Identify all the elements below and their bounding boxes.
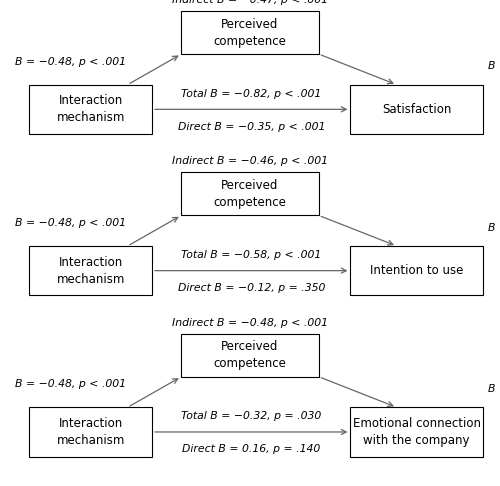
Text: Indirect B = −0.46, p < .001: Indirect B = −0.46, p < .001 <box>172 156 328 166</box>
Text: Satisfaction: Satisfaction <box>382 103 452 116</box>
Text: Interaction
mechanism: Interaction mechanism <box>56 417 125 447</box>
Text: Interaction
mechanism: Interaction mechanism <box>56 94 125 124</box>
Text: Perceived
competence: Perceived competence <box>214 17 286 48</box>
FancyBboxPatch shape <box>30 407 152 456</box>
Text: B = −0.48, p < .001: B = −0.48, p < .001 <box>15 380 126 389</box>
Text: Direct B = −0.35, p < .001: Direct B = −0.35, p < .001 <box>178 122 325 132</box>
Text: Direct B = −0.12, p = .350: Direct B = −0.12, p = .350 <box>178 283 325 293</box>
Text: Interaction
mechanism: Interaction mechanism <box>56 256 125 286</box>
Text: Total B = −0.32, p = .030: Total B = −0.32, p = .030 <box>181 411 322 421</box>
Text: Total B = −0.82, p < .001: Total B = −0.82, p < .001 <box>181 88 322 99</box>
FancyBboxPatch shape <box>182 334 318 377</box>
Text: B = 0.99, p < .001: B = 0.99, p < .001 <box>488 384 500 394</box>
Text: B = 1.02, p < .001: B = 1.02, p < .001 <box>488 61 500 71</box>
FancyBboxPatch shape <box>182 11 318 54</box>
Text: Total B = −0.58, p < .001: Total B = −0.58, p < .001 <box>181 250 322 260</box>
FancyBboxPatch shape <box>30 246 152 295</box>
Text: B = 0.97, p < .001: B = 0.97, p < .001 <box>488 223 500 233</box>
FancyBboxPatch shape <box>350 407 483 456</box>
Text: Emotional connection
with the company: Emotional connection with the company <box>352 417 480 447</box>
Text: Perceived
competence: Perceived competence <box>214 179 286 209</box>
FancyBboxPatch shape <box>182 173 318 215</box>
Text: Indirect B = −0.47, p < .001: Indirect B = −0.47, p < .001 <box>172 0 328 5</box>
Text: Perceived
competence: Perceived competence <box>214 340 286 370</box>
FancyBboxPatch shape <box>30 85 152 134</box>
Text: Intention to use: Intention to use <box>370 264 464 277</box>
Text: Indirect B = −0.48, p < .001: Indirect B = −0.48, p < .001 <box>172 317 328 328</box>
FancyBboxPatch shape <box>350 85 483 134</box>
Text: B = −0.48, p < .001: B = −0.48, p < .001 <box>15 57 126 67</box>
Text: Direct B = 0.16, p = .140: Direct B = 0.16, p = .140 <box>182 444 320 454</box>
Text: B = −0.48, p < .001: B = −0.48, p < .001 <box>15 218 126 228</box>
FancyBboxPatch shape <box>350 246 483 295</box>
